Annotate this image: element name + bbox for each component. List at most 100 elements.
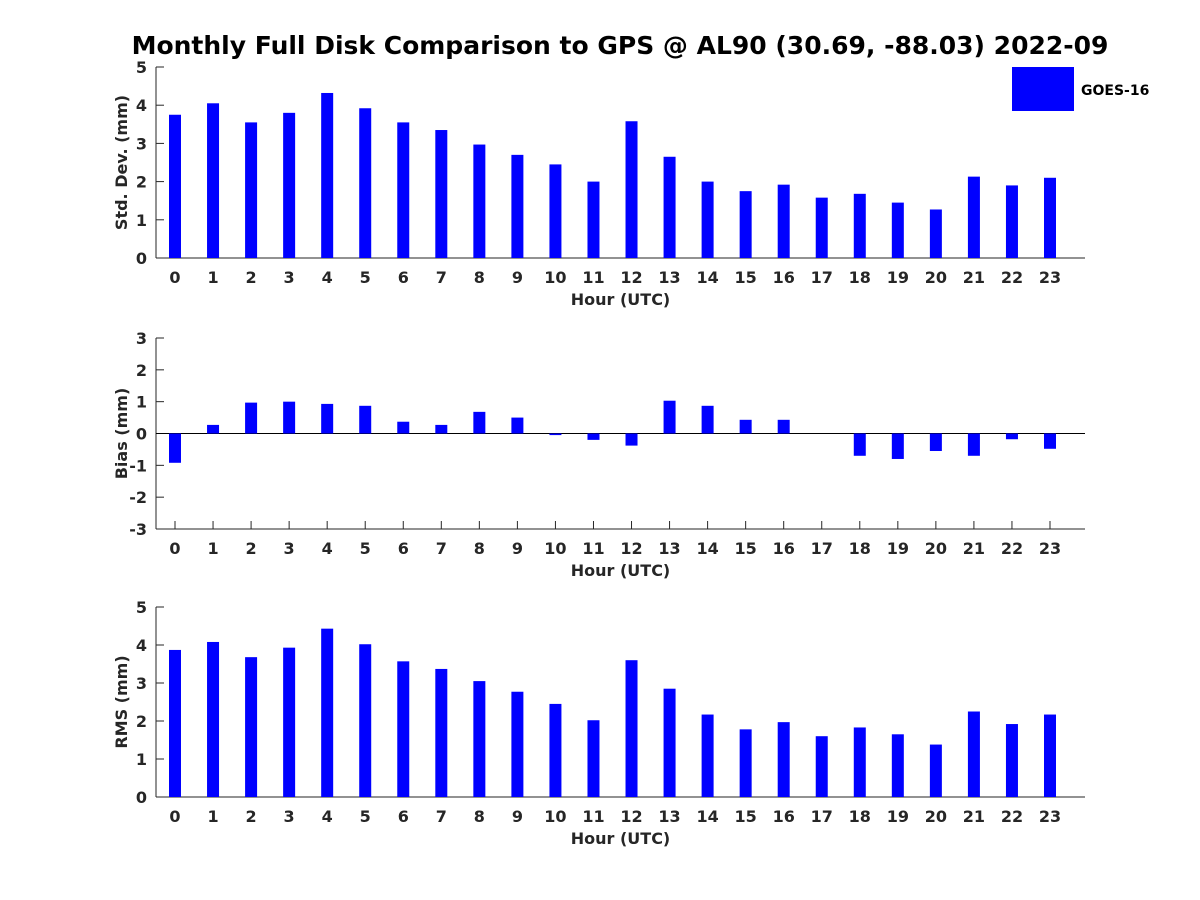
std-dev-x-tick-label: 4 <box>322 268 333 287</box>
bias-bar <box>511 417 524 434</box>
std-dev-bar <box>321 92 334 258</box>
rms-x-tick-label: 23 <box>1039 807 1061 826</box>
std-dev-bar <box>549 164 562 258</box>
std-dev-y-tick-label: 3 <box>136 134 147 153</box>
rms-bar <box>397 661 410 797</box>
bias-x-tick-label: 6 <box>398 539 409 558</box>
bias-x-tick-label: 14 <box>696 539 718 558</box>
bias-bar <box>663 400 676 434</box>
bias-x-tick-label: 12 <box>620 539 642 558</box>
bias-bar <box>321 403 334 434</box>
rms-bar <box>853 727 866 797</box>
bias-bar <box>283 401 296 434</box>
std-dev-x-tick-label: 11 <box>582 268 604 287</box>
rms-bar <box>625 660 638 797</box>
rms-x-tick-label: 11 <box>582 807 604 826</box>
std-dev-bar <box>169 114 181 258</box>
rms-y-tick-label: 3 <box>136 674 147 693</box>
rms-x-tick-label: 0 <box>169 807 180 826</box>
std-dev-x-tick-label: 9 <box>512 268 523 287</box>
std-dev-bar <box>587 181 600 258</box>
bias-x-tick-label: 20 <box>925 539 947 558</box>
rms-bar <box>473 681 486 797</box>
rms-x-tick-label: 6 <box>398 807 409 826</box>
std-dev-x-tick-label: 3 <box>284 268 295 287</box>
bias-x-tick-label: 22 <box>1001 539 1023 558</box>
bias-bar <box>473 411 486 434</box>
bias-bar <box>891 433 904 459</box>
rms-y-tick-label: 0 <box>136 788 147 807</box>
bias-y-tick-label: 1 <box>136 393 147 412</box>
std-dev-x-tick-label: 16 <box>773 268 795 287</box>
rms-bar <box>511 691 524 797</box>
rms-y-tick-label: 4 <box>136 636 147 655</box>
std-dev-bar <box>815 197 828 258</box>
std-dev-x-tick-label: 8 <box>474 268 485 287</box>
rms-bar <box>777 722 790 797</box>
bias-x-tick-label: 11 <box>582 539 604 558</box>
rms-x-tick-label: 17 <box>811 807 833 826</box>
std-dev-bar <box>397 122 410 258</box>
rms-x-tick-label: 3 <box>284 807 295 826</box>
rms-x-tick-label: 1 <box>207 807 218 826</box>
bias-bar <box>549 433 562 436</box>
std-dev-y-axis-label: Std. Dev. (mm) <box>112 95 131 230</box>
std-dev-bar <box>739 191 752 258</box>
bias-bar <box>967 433 980 456</box>
std-dev-x-tick-label: 19 <box>887 268 909 287</box>
rms-bar <box>1044 714 1056 797</box>
std-dev-bar <box>473 144 486 258</box>
std-dev-x-tick-label: 1 <box>207 268 218 287</box>
bias-y-axis-label: Bias (mm) <box>112 388 131 480</box>
bias-x-tick-label: 23 <box>1039 539 1061 558</box>
std-dev-bar <box>891 202 904 258</box>
rms-bar <box>929 744 942 797</box>
bias-bar <box>777 419 790 434</box>
bias-x-tick-label: 13 <box>658 539 680 558</box>
rms-x-tick-label: 12 <box>620 807 642 826</box>
std-dev-bar <box>435 130 448 258</box>
rms-bar <box>245 657 258 797</box>
std-dev-x-tick-label: 0 <box>169 268 180 287</box>
bias-bar <box>701 405 714 434</box>
std-dev-x-tick-label: 5 <box>360 268 371 287</box>
rms-y-axis-label: RMS (mm) <box>112 655 131 748</box>
bias-bar <box>929 433 942 452</box>
bias-x-tick-label: 16 <box>773 539 795 558</box>
bias-y-tick-label: 0 <box>136 425 147 444</box>
bias-x-tick-label: 19 <box>887 539 909 558</box>
bias-bar <box>435 424 448 434</box>
rms-y-tick-label: 2 <box>136 712 147 731</box>
rms-x-tick-label: 15 <box>735 807 757 826</box>
rms-bar <box>283 647 296 797</box>
bias-y-tick-label: 3 <box>136 329 147 348</box>
bias-y-tick-label: 2 <box>136 361 147 380</box>
rms-bar <box>169 649 181 797</box>
bias-bar <box>245 402 258 434</box>
std-dev-y-tick-label: 0 <box>136 249 147 268</box>
std-dev-bar <box>207 103 220 258</box>
bias-x-tick-label: 10 <box>544 539 566 558</box>
rms-bar <box>1005 724 1018 797</box>
rms-bar <box>663 688 676 797</box>
std-dev-y-tick-label: 5 <box>136 58 147 77</box>
std-dev-x-tick-label: 14 <box>696 268 718 287</box>
bias-bar <box>625 433 638 446</box>
bias-x-tick-label: 1 <box>207 539 218 558</box>
bias-x-tick-label: 2 <box>246 539 257 558</box>
bias-x-tick-label: 18 <box>849 539 871 558</box>
std-dev-x-tick-label: 13 <box>658 268 680 287</box>
std-dev-x-tick-label: 2 <box>246 268 257 287</box>
rms-x-tick-label: 22 <box>1001 807 1023 826</box>
rms-bar <box>359 644 372 797</box>
std-dev-y-tick-label: 1 <box>136 211 147 230</box>
rms-bar <box>207 641 220 797</box>
std-dev-x-tick-label: 21 <box>963 268 985 287</box>
rms-x-tick-label: 21 <box>963 807 985 826</box>
std-dev-x-tick-label: 18 <box>849 268 871 287</box>
legend-label: GOES-16 <box>1081 83 1149 99</box>
legend-swatch <box>1012 67 1074 111</box>
bias-bar <box>739 419 752 434</box>
